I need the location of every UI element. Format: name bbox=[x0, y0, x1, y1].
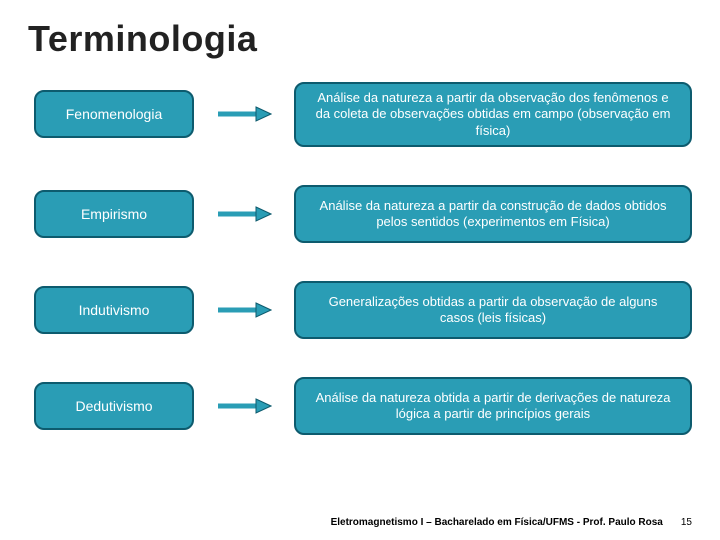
desc-pill: Análise da natureza a partir da construç… bbox=[294, 185, 692, 243]
footer-text: Eletromagnetismo I – Bacharelado em Físi… bbox=[331, 517, 663, 528]
arrow-icon bbox=[194, 396, 294, 416]
row: Indutivismo Generalizações obtidas a par… bbox=[34, 281, 692, 339]
footer: Eletromagnetismo I – Bacharelado em Físi… bbox=[331, 517, 692, 528]
row: Fenomenologia Análise da natureza a part… bbox=[34, 82, 692, 147]
arrow-icon bbox=[194, 104, 294, 124]
desc-pill: Análise da natureza a partir da observaç… bbox=[294, 82, 692, 147]
arrow-icon bbox=[194, 204, 294, 224]
term-pill: Indutivismo bbox=[34, 286, 194, 334]
page-number: 15 bbox=[681, 517, 692, 528]
term-pill: Fenomenologia bbox=[34, 90, 194, 138]
page-title: Terminologia bbox=[28, 18, 692, 60]
rows-container: Fenomenologia Análise da natureza a part… bbox=[28, 82, 692, 435]
term-pill: Empirismo bbox=[34, 190, 194, 238]
desc-pill: Análise da natureza obtida a partir de d… bbox=[294, 377, 692, 435]
arrow-icon bbox=[194, 300, 294, 320]
row: Empirismo Análise da natureza a partir d… bbox=[34, 185, 692, 243]
slide: Terminologia Fenomenologia Análise da na… bbox=[0, 0, 720, 540]
row: Dedutivismo Análise da natureza obtida a… bbox=[34, 377, 692, 435]
desc-pill: Generalizações obtidas a partir da obser… bbox=[294, 281, 692, 339]
term-pill: Dedutivismo bbox=[34, 382, 194, 430]
